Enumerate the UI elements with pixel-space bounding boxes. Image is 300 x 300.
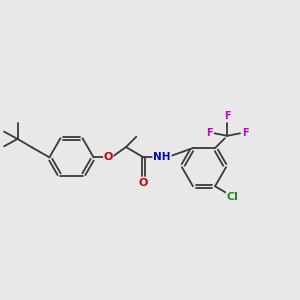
- Text: O: O: [139, 178, 148, 188]
- Text: F: F: [224, 111, 231, 121]
- Text: NH: NH: [153, 152, 171, 162]
- Text: F: F: [206, 128, 213, 138]
- Text: O: O: [103, 152, 113, 162]
- Text: Cl: Cl: [226, 192, 238, 202]
- Text: F: F: [242, 128, 249, 138]
